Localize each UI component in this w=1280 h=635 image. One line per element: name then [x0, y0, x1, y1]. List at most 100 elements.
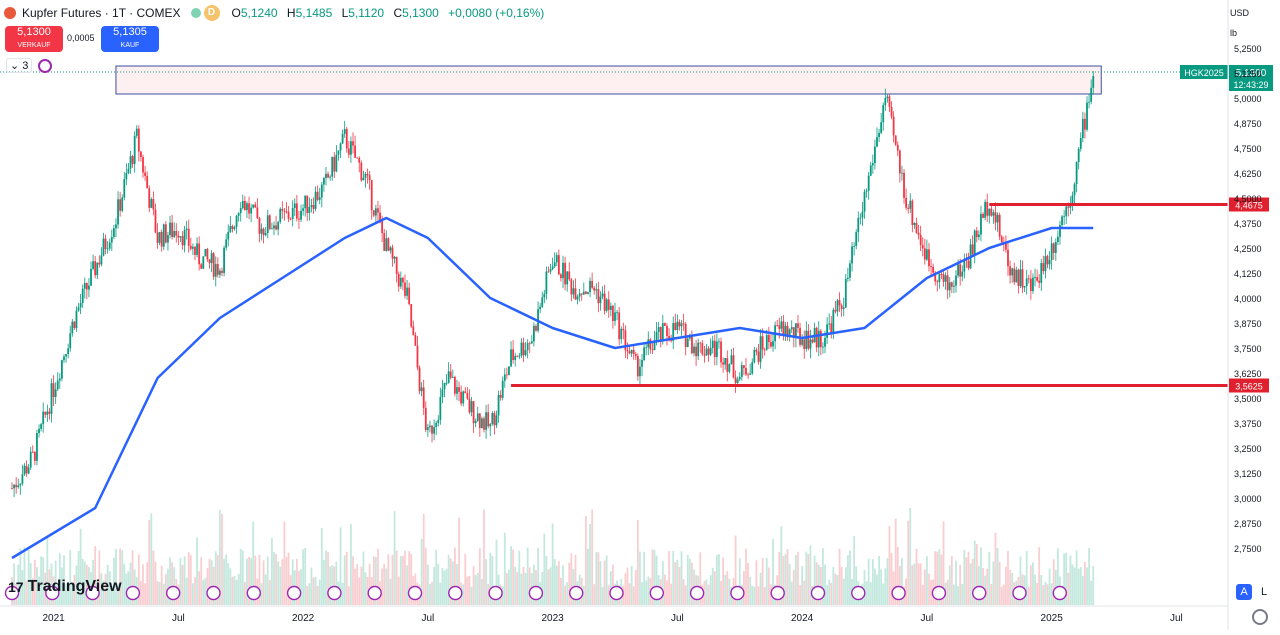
candle-body — [458, 387, 460, 392]
event-marker-icon[interactable] — [45, 585, 60, 601]
event-marker-icon[interactable] — [407, 585, 423, 601]
candle-body — [271, 228, 273, 230]
volume-bar — [314, 577, 317, 605]
currency-selector[interactable]: USD — [1230, 8, 1250, 18]
volume-bar — [231, 576, 234, 605]
event-marker-icon[interactable] — [206, 585, 221, 601]
volume-bar — [977, 566, 980, 605]
resistance-zone-box[interactable] — [115, 65, 1102, 95]
event-marker-icon[interactable] — [125, 585, 141, 601]
studies-count[interactable]: ⌄ 3 — [6, 58, 33, 73]
event-marker-icon[interactable] — [85, 585, 100, 601]
price-tick-label: 3,3750 — [1234, 419, 1262, 429]
delayed-badge[interactable]: D — [203, 5, 220, 21]
event-marker-icon[interactable] — [1052, 585, 1068, 601]
event-marker-icon[interactable] — [810, 585, 826, 601]
candle-body — [391, 247, 394, 259]
unit-selector[interactable]: lb — [1230, 28, 1238, 38]
candle-body — [229, 226, 232, 232]
volume-bar — [510, 546, 512, 605]
event-marker-icon[interactable] — [448, 585, 463, 601]
candle-body — [418, 367, 421, 392]
event-marker-icon[interactable] — [770, 585, 785, 601]
volume-bar — [863, 569, 866, 605]
volume-bar — [512, 549, 515, 605]
time-tick-label: Jul — [920, 613, 933, 624]
gear-icon[interactable] — [1252, 609, 1268, 625]
studies-toggle[interactable]: ⌄ 3 — [6, 58, 53, 73]
candle-body — [212, 253, 215, 277]
volume-bar — [327, 552, 329, 605]
candle-body — [485, 412, 487, 430]
event-marker-icon[interactable] — [609, 585, 624, 601]
volume-bar — [1042, 585, 1045, 605]
candle-body — [898, 150, 901, 174]
event-marker-icon[interactable] — [649, 585, 664, 601]
volume-bar — [104, 573, 107, 605]
candle-body — [761, 336, 764, 350]
candle-body — [140, 151, 142, 158]
buy-button[interactable]: 5,1305 KAUF — [101, 26, 159, 52]
candle-body — [505, 374, 508, 376]
volume-bar — [92, 559, 94, 605]
sell-button[interactable]: 5,1300 VERKAUF — [5, 26, 63, 52]
volume-bar — [1009, 569, 1011, 605]
candle-body — [1046, 256, 1049, 265]
event-marker-icon[interactable] — [730, 585, 745, 601]
volume-bar — [27, 549, 30, 605]
auto-scale-button[interactable]: A — [1236, 584, 1252, 600]
candle-body — [127, 168, 130, 173]
event-marker-icon[interactable] — [488, 585, 503, 601]
candle-body — [318, 197, 321, 200]
volume-bar — [374, 557, 377, 605]
volume-bar — [786, 549, 789, 605]
candle-body — [279, 208, 282, 222]
candle-body — [784, 325, 787, 336]
volume-bar — [961, 583, 964, 605]
candle-body — [1090, 87, 1093, 102]
candle-body — [474, 420, 477, 424]
symbol-title[interactable]: Kupfer Futures · 1T · COMEX — [22, 6, 181, 20]
event-marker-icon[interactable] — [931, 585, 947, 601]
candle-body — [447, 371, 450, 383]
event-marker-icon[interactable] — [891, 585, 906, 601]
volume-bar — [1063, 553, 1066, 605]
candle-body — [493, 412, 496, 426]
event-marker-icon[interactable] — [4, 585, 20, 601]
event-marker-icon[interactable] — [327, 585, 342, 601]
volume-bar — [765, 557, 768, 605]
candle-body — [539, 306, 542, 310]
volume-bar — [874, 568, 876, 605]
event-marker-icon[interactable] — [165, 585, 181, 601]
candle-body — [738, 376, 741, 380]
candle-body — [1054, 241, 1057, 254]
candle-body — [185, 228, 188, 231]
event-marker-icon[interactable] — [689, 585, 705, 601]
candle-body — [441, 389, 444, 397]
volume-bar — [564, 585, 566, 605]
candle-body — [597, 289, 600, 304]
sync-icon[interactable] — [38, 58, 53, 73]
event-marker-icon[interactable] — [851, 585, 866, 601]
log-scale-button[interactable]: L — [1260, 586, 1268, 598]
event-marker-icon[interactable] — [1012, 585, 1027, 601]
high-value: 5,1485 — [295, 6, 333, 20]
volume-bar — [491, 555, 494, 605]
time-tick-label: Jul — [172, 613, 185, 624]
event-marker-icon[interactable] — [528, 585, 544, 601]
event-marker-icon[interactable] — [569, 585, 584, 601]
volume-bar — [828, 579, 831, 605]
volume-bar — [626, 567, 629, 605]
event-marker-icon[interactable] — [367, 585, 382, 601]
event-marker-icon[interactable] — [246, 585, 262, 601]
volume-bar — [844, 567, 847, 605]
candle-body — [772, 341, 774, 347]
candle-body — [354, 145, 356, 158]
event-marker-icon[interactable] — [286, 585, 302, 601]
volume-bar — [112, 557, 115, 605]
event-marker-icon[interactable] — [972, 585, 987, 601]
candle-body — [449, 371, 452, 378]
volume-bar — [591, 509, 594, 605]
